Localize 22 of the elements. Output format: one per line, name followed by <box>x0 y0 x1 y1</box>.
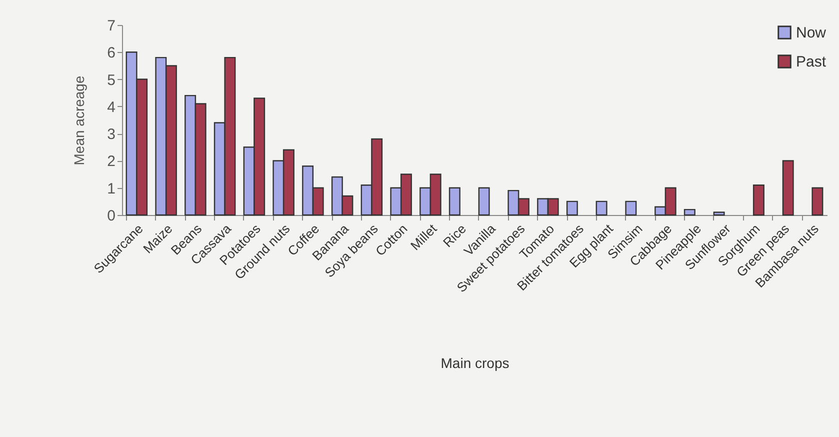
bar <box>812 187 824 216</box>
y-tick-label: 1 <box>107 180 116 198</box>
y-tick-label: 2 <box>107 153 116 170</box>
bar <box>625 200 637 216</box>
bar <box>478 187 490 216</box>
y-tick-label: 5 <box>107 72 116 89</box>
bar <box>713 212 725 216</box>
bar <box>684 208 696 216</box>
bar <box>448 187 460 216</box>
legend-label: Now <box>796 24 826 42</box>
y-tick-label: 7 <box>107 18 116 34</box>
y-axis-title: Mean acreage <box>71 76 88 166</box>
bar <box>782 160 794 216</box>
bar <box>596 200 608 216</box>
y-tick-label: 3 <box>107 126 116 144</box>
y-tick-label: 4 <box>107 98 116 116</box>
bar <box>566 200 578 216</box>
y-tick-label: 0 <box>107 208 116 224</box>
bar <box>752 184 764 216</box>
x-axis-title: Main crops <box>440 355 510 372</box>
legend-label: Past <box>796 54 827 70</box>
y-tick-label: 6 <box>107 44 116 62</box>
